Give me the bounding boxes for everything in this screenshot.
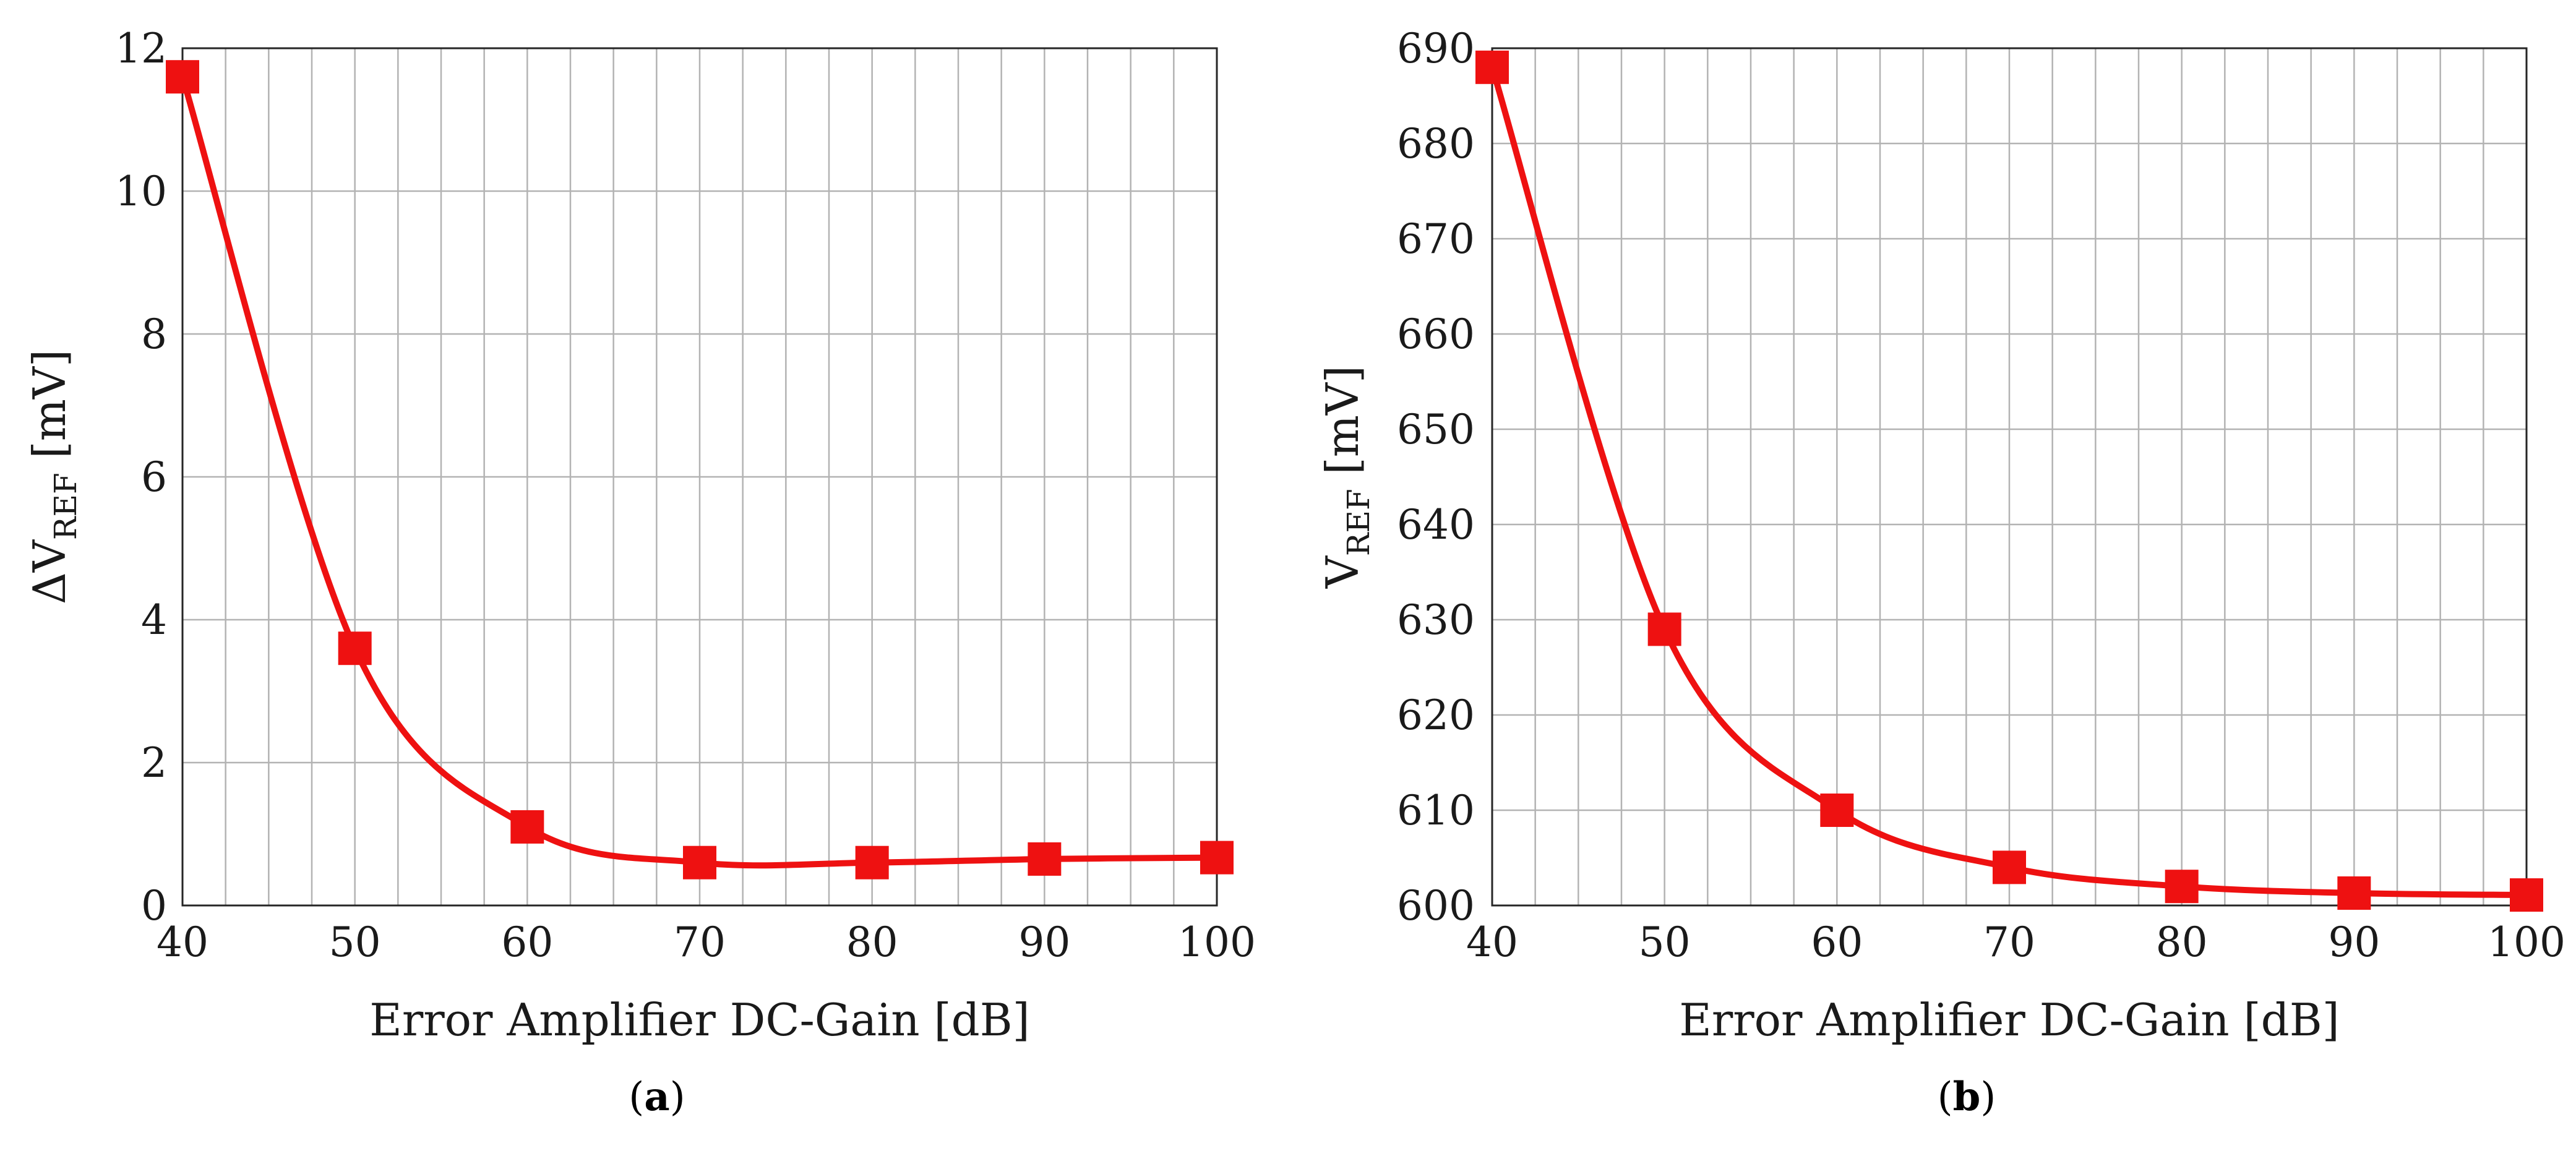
y-tick-label: 630 xyxy=(1397,596,1475,644)
y-axis-label: VREF [mV] xyxy=(1316,366,1376,589)
chart-a: 40 50 60 70 80 90 100 0 2 4 6 8 10 12 Error Amplifier … xyxy=(24,25,1256,1120)
data-point-marker xyxy=(1820,794,1854,827)
y-tick-label: 660 xyxy=(1397,310,1475,358)
y-tick-label: 610 xyxy=(1397,787,1475,834)
chart-b: 40 50 60 70 80 90 100 600 610 620 630 640 650 660 670 6… xyxy=(1316,25,2565,1120)
series-line xyxy=(1489,64,2530,899)
x-tick-label: 50 xyxy=(1639,918,1691,966)
y-tick-label: 10 xyxy=(115,168,167,215)
data-point-marker xyxy=(1200,841,1234,875)
y-tick-label: 640 xyxy=(1397,501,1475,549)
data-point-marker xyxy=(2510,878,2543,912)
panel-label-letter: a xyxy=(644,1074,669,1120)
panel-label-open: ( xyxy=(629,1074,644,1120)
panel-label-close: ) xyxy=(670,1074,685,1120)
data-point-marker xyxy=(1028,842,1062,876)
x-axis-label: Error Amplifier DC-Gain [dB] xyxy=(369,994,1029,1046)
x-tick-label: 90 xyxy=(1018,918,1070,966)
x-tick-label: 40 xyxy=(157,918,208,966)
panel-label-close: ) xyxy=(1980,1074,1996,1120)
y-tick-label: 650 xyxy=(1397,406,1475,453)
y-tick-label: 620 xyxy=(1397,691,1475,739)
y-tick-label: 2 xyxy=(141,739,167,787)
x-tick-label: 100 xyxy=(1178,918,1256,966)
y-tick-label: 0 xyxy=(141,882,167,930)
plot-frame xyxy=(1491,47,2528,907)
x-tick-label: 60 xyxy=(501,918,553,966)
data-point-marker xyxy=(855,845,889,879)
x-tick-label: 40 xyxy=(1466,918,1518,966)
data-point-marker xyxy=(166,60,199,94)
y-tick-label: 690 xyxy=(1397,25,1475,72)
data-point-marker xyxy=(2337,876,2371,910)
x-tick-label: 70 xyxy=(674,918,726,966)
panel-label-letter: b xyxy=(1953,1074,1981,1120)
y-tick-label: 6 xyxy=(141,453,167,501)
x-tick-label: 80 xyxy=(846,918,898,966)
y-axis-label-prefix: ΔV xyxy=(24,539,75,604)
series-line xyxy=(179,74,1220,869)
data-point-marker xyxy=(510,810,544,844)
data-point-marker xyxy=(1993,850,2026,884)
grid xyxy=(181,47,1218,907)
panel-label: (b) xyxy=(1938,1074,1996,1120)
y-axis-label-unit: [mV] xyxy=(1316,366,1368,489)
data-point-marker xyxy=(338,631,372,665)
y-tick-label: 4 xyxy=(141,596,167,644)
data-point-marker xyxy=(1647,612,1681,646)
y-tick-label: 8 xyxy=(141,310,167,358)
x-tick-label: 50 xyxy=(329,918,381,966)
y-axis-label-prefix: V xyxy=(1316,555,1368,589)
grid xyxy=(1491,47,2528,907)
x-tick-label: 80 xyxy=(2156,918,2208,966)
y-axis-label-subscript: REF xyxy=(48,473,84,540)
x-axis-label: Error Amplifier DC-Gain [dB] xyxy=(1679,994,2339,1046)
panel-label: (a) xyxy=(629,1074,685,1120)
y-tick-label: 670 xyxy=(1397,215,1475,263)
y-tick-label: 12 xyxy=(115,25,167,72)
x-tick-label: 60 xyxy=(1811,918,1863,966)
data-point-marker xyxy=(2165,870,2199,904)
y-tick-label: 600 xyxy=(1397,882,1475,930)
panel-label-open: ( xyxy=(1938,1074,1953,1120)
y-axis-label-unit: [mV] xyxy=(24,349,75,473)
x-tick-label: 100 xyxy=(2488,918,2565,966)
data-point-marker xyxy=(1475,50,1509,84)
data-point-marker xyxy=(683,845,716,879)
x-tick-label: 90 xyxy=(2328,918,2380,966)
plot-frame xyxy=(181,47,1218,907)
y-axis-label: ΔVREF [mV] xyxy=(24,349,84,604)
y-tick-label: 680 xyxy=(1397,120,1475,168)
x-tick-label: 70 xyxy=(1983,918,2035,966)
y-axis-label-subscript: REF xyxy=(1341,489,1376,556)
